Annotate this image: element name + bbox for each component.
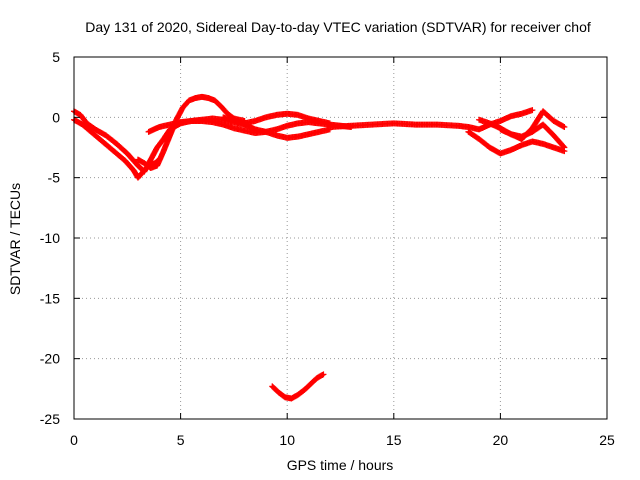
y-tick-label: -15 <box>40 290 60 306</box>
y-axis-label: SDTVAR / TECUs <box>7 183 23 295</box>
x-tick-label: 0 <box>70 432 78 448</box>
data-points <box>71 93 568 402</box>
x-tick-label: 25 <box>599 432 615 448</box>
x-axis-label: GPS time / hours <box>287 457 394 473</box>
series-arc-9 <box>497 121 568 151</box>
data-point <box>320 371 327 378</box>
data-point <box>561 123 568 130</box>
y-tick-label: -20 <box>40 351 60 367</box>
data-point <box>529 107 536 114</box>
y-tick-label: -25 <box>40 411 60 427</box>
y-tick-label: -5 <box>48 170 61 186</box>
x-tick-label: 15 <box>386 432 402 448</box>
series-arc-7 <box>465 128 568 157</box>
y-tick-label: -10 <box>40 230 60 246</box>
y-tick-label: 0 <box>52 109 60 125</box>
series-arc-10 <box>269 371 327 402</box>
series-arc-6 <box>326 107 536 133</box>
y-tick-label: 5 <box>52 49 60 65</box>
x-tick-label: 5 <box>177 432 185 448</box>
axis-ticks: 0 5 10 15 20 25 5 0 -5 -10 -15 -20 -25 <box>40 49 615 448</box>
series-arc-5 <box>220 110 333 127</box>
chart-title: Day 131 of 2020, Sidereal Day-to-day VTE… <box>85 19 591 35</box>
data-point <box>560 143 567 150</box>
x-tick-label: 20 <box>493 432 509 448</box>
data-point <box>561 144 568 151</box>
x-tick-label: 10 <box>279 432 295 448</box>
series-arc-2 <box>71 116 163 181</box>
